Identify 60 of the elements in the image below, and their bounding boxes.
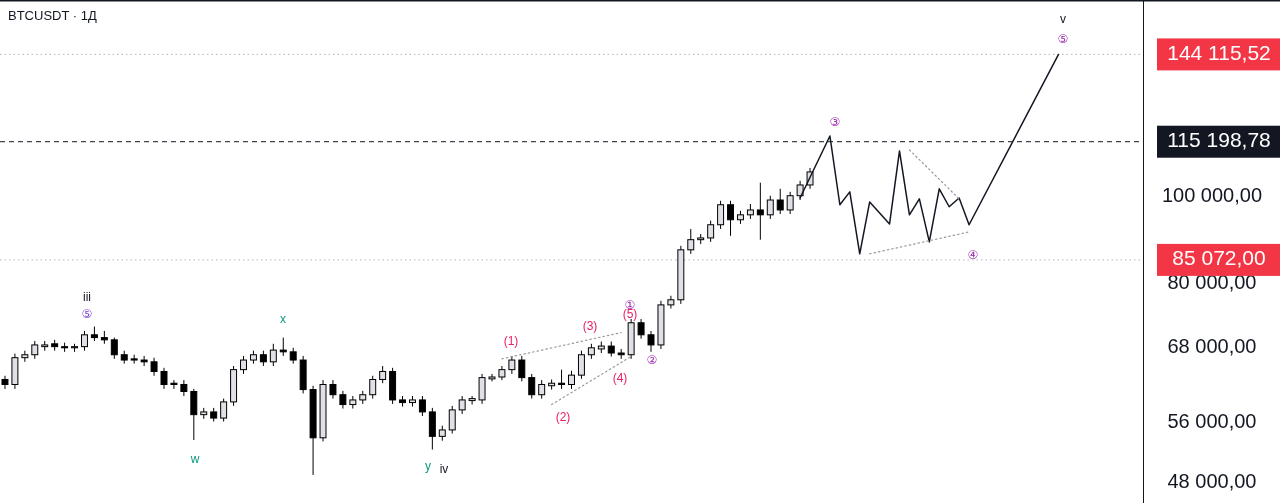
candlestick xyxy=(647,330,655,353)
candlestick xyxy=(279,337,287,357)
y-tick-label: 48 000,00 xyxy=(1167,470,1257,493)
candlestick xyxy=(577,350,585,380)
annotation: iii xyxy=(83,290,91,305)
ref-line-label: 115 198,78 xyxy=(1167,128,1271,152)
candlestick xyxy=(558,369,566,390)
candlestick xyxy=(1,375,9,390)
candlestick xyxy=(190,388,198,441)
candlestick xyxy=(150,357,158,377)
annotation: x xyxy=(280,312,286,327)
candlestick xyxy=(528,373,536,400)
candlestick xyxy=(637,318,645,340)
y-tick-label: 56 000,00 xyxy=(1167,410,1257,433)
candlestick xyxy=(776,188,784,215)
candlestick xyxy=(418,395,426,417)
annotation: (4) xyxy=(612,371,628,386)
text: BTCUSDT · 1Д xyxy=(8,8,97,23)
annotation: y xyxy=(425,459,431,474)
candlestick xyxy=(568,370,575,390)
candlestick xyxy=(220,398,228,423)
annotation: v xyxy=(1060,12,1066,27)
y-tick-label: 100 000,00 xyxy=(1161,184,1263,207)
candlestick xyxy=(766,195,774,220)
ref-line-label: 85 072,00 xyxy=(1172,246,1266,270)
annotation: ④ xyxy=(967,248,979,263)
candlestick xyxy=(160,367,168,390)
candlestick xyxy=(786,191,794,215)
candlestick xyxy=(110,337,118,360)
candlestick xyxy=(180,379,188,397)
annotation: ③ xyxy=(829,115,841,130)
candlestick xyxy=(727,200,735,237)
candlestick xyxy=(170,379,178,390)
annotation: (2) xyxy=(555,410,571,425)
candlestick xyxy=(707,220,715,243)
annotation: (3) xyxy=(582,319,598,334)
y-tick-label: 68 000,00 xyxy=(1167,334,1257,357)
candlestick xyxy=(369,375,377,400)
annotation: (1) xyxy=(503,334,519,349)
candlestick xyxy=(269,343,277,367)
candlestick xyxy=(796,180,804,201)
annotation: w xyxy=(189,452,200,467)
candlestick xyxy=(756,182,764,241)
candlestick xyxy=(448,405,456,434)
annotation: ⑤ xyxy=(1057,32,1069,47)
candlestick xyxy=(518,355,526,382)
annotation: ② xyxy=(646,353,658,368)
candlestick xyxy=(687,228,695,255)
candlestick xyxy=(81,330,88,352)
candlestick xyxy=(140,355,148,367)
candlestick xyxy=(717,200,725,230)
y-tick-label: 80 000,00 xyxy=(1167,271,1257,294)
candlestick xyxy=(329,379,337,400)
candlestick xyxy=(478,373,486,405)
candlestick xyxy=(538,379,546,400)
annotation: ⑤ xyxy=(81,307,93,322)
ref-line-label: 144 115,52 xyxy=(1167,40,1271,64)
candlestick xyxy=(468,395,476,406)
annotation: iv xyxy=(439,462,449,477)
candlestick xyxy=(667,295,675,309)
